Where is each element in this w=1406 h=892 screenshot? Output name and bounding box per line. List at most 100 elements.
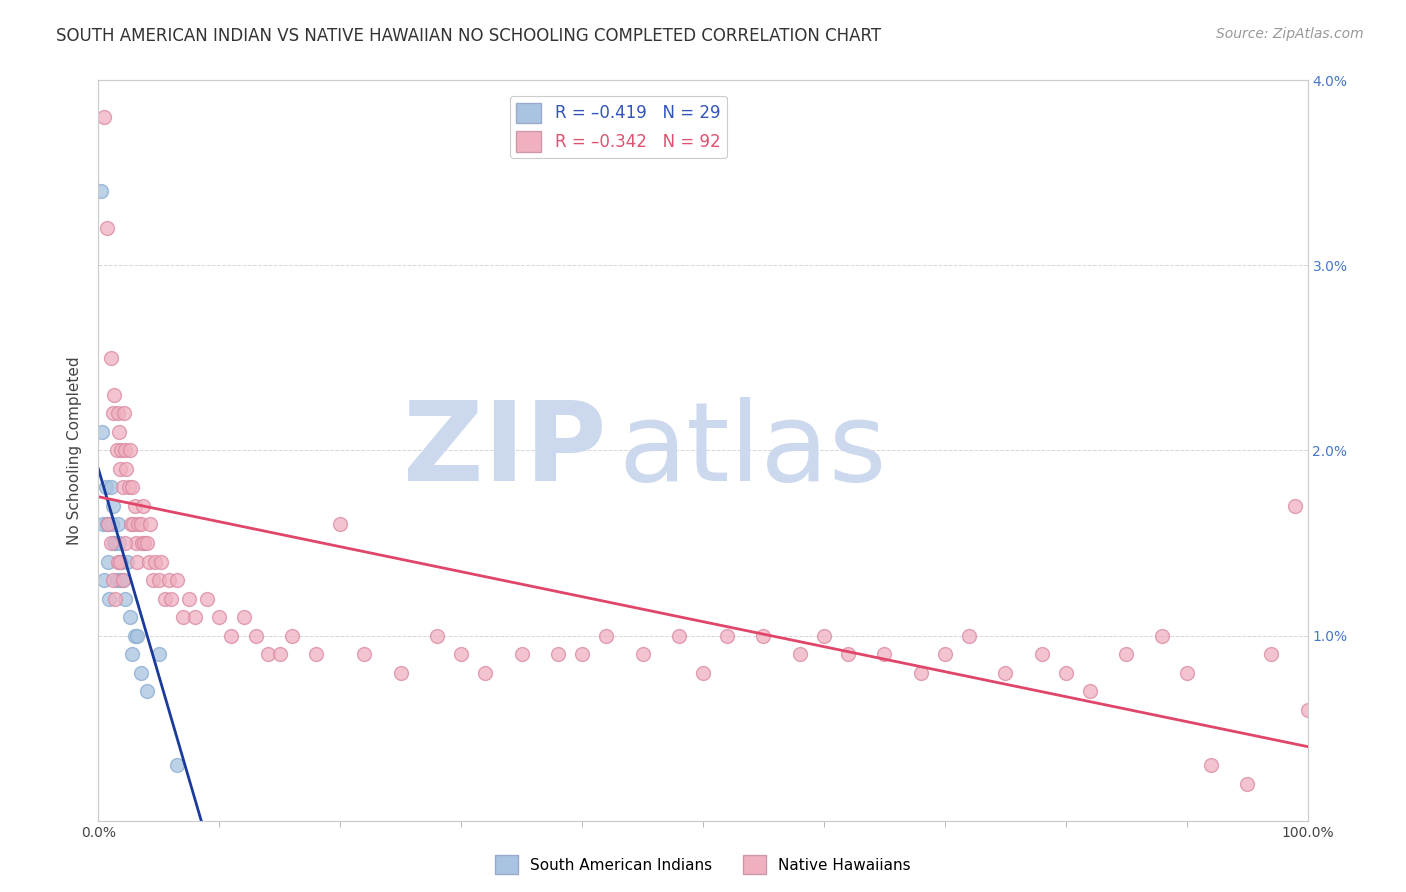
- Point: [135, 536, 157, 550]
- Point: [510, 647, 533, 661]
- Point: [450, 647, 472, 661]
- Point: [837, 647, 859, 661]
- Text: ZIP: ZIP: [404, 397, 606, 504]
- Point: [269, 647, 291, 661]
- Point: [117, 554, 139, 569]
- Point: [111, 481, 134, 495]
- Point: [129, 517, 152, 532]
- Point: [153, 591, 176, 606]
- Point: [1260, 647, 1282, 661]
- Point: [148, 647, 170, 661]
- Point: [426, 628, 449, 642]
- Point: [595, 628, 617, 642]
- Point: [118, 610, 141, 624]
- Point: [114, 591, 136, 606]
- Point: [104, 591, 127, 606]
- Point: [1078, 684, 1101, 698]
- Point: [97, 554, 120, 569]
- Point: [668, 628, 690, 642]
- Point: [112, 407, 135, 421]
- Point: [124, 499, 146, 513]
- Point: [150, 554, 173, 569]
- Point: [571, 647, 593, 661]
- Point: [111, 573, 134, 587]
- Point: [160, 591, 183, 606]
- Point: [142, 573, 165, 587]
- Point: [143, 554, 166, 569]
- Point: [221, 628, 243, 642]
- Point: [1199, 758, 1222, 772]
- Point: [134, 536, 156, 550]
- Y-axis label: No Schooling Completed: No Schooling Completed: [67, 356, 83, 545]
- Point: [108, 554, 131, 569]
- Point: [101, 573, 124, 587]
- Point: [692, 665, 714, 680]
- Point: [118, 481, 141, 495]
- Point: [115, 462, 138, 476]
- Point: [121, 481, 143, 495]
- Point: [107, 517, 129, 532]
- Point: [389, 665, 412, 680]
- Point: [105, 443, 128, 458]
- Point: [132, 499, 155, 513]
- Point: [232, 610, 254, 624]
- Point: [547, 647, 569, 661]
- Point: [157, 573, 180, 587]
- Point: [98, 591, 121, 606]
- Point: [94, 481, 117, 495]
- Point: [166, 573, 188, 587]
- Point: [96, 517, 118, 532]
- Point: [100, 481, 122, 495]
- Point: [114, 443, 136, 458]
- Point: [103, 388, 125, 402]
- Point: [148, 573, 170, 587]
- Point: [114, 536, 136, 550]
- Point: [110, 554, 132, 569]
- Point: [1031, 647, 1053, 661]
- Legend: South American Indians, Native Hawaiians: South American Indians, Native Hawaiians: [489, 849, 917, 880]
- Point: [752, 628, 775, 642]
- Point: [353, 647, 375, 661]
- Point: [100, 517, 122, 532]
- Point: [1115, 647, 1137, 661]
- Point: [631, 647, 654, 661]
- Point: [107, 554, 129, 569]
- Point: [131, 536, 153, 550]
- Point: [184, 610, 207, 624]
- Point: [103, 536, 125, 550]
- Point: [813, 628, 835, 642]
- Point: [118, 443, 141, 458]
- Point: [107, 407, 129, 421]
- Legend: R = –0.419   N = 29, R = –0.342   N = 92: R = –0.419 N = 29, R = –0.342 N = 92: [510, 96, 727, 159]
- Point: [108, 573, 131, 587]
- Point: [256, 647, 278, 661]
- Point: [96, 221, 118, 235]
- Point: [121, 647, 143, 661]
- Point: [166, 758, 188, 772]
- Point: [245, 628, 267, 642]
- Point: [281, 628, 304, 642]
- Point: [127, 628, 149, 642]
- Point: [122, 517, 145, 532]
- Point: [90, 184, 112, 198]
- Point: [910, 665, 932, 680]
- Point: [101, 407, 124, 421]
- Point: [139, 517, 162, 532]
- Point: [93, 573, 115, 587]
- Point: [108, 425, 131, 439]
- Point: [101, 499, 124, 513]
- Point: [91, 517, 114, 532]
- Text: atlas: atlas: [619, 397, 887, 504]
- Point: [934, 647, 956, 661]
- Point: [994, 665, 1017, 680]
- Point: [111, 573, 134, 587]
- Point: [957, 628, 980, 642]
- Point: [105, 573, 128, 587]
- Point: [100, 351, 122, 365]
- Point: [789, 647, 811, 661]
- Point: [129, 665, 152, 680]
- Point: [716, 628, 738, 642]
- Point: [110, 443, 132, 458]
- Point: [208, 610, 231, 624]
- Point: [1152, 628, 1174, 642]
